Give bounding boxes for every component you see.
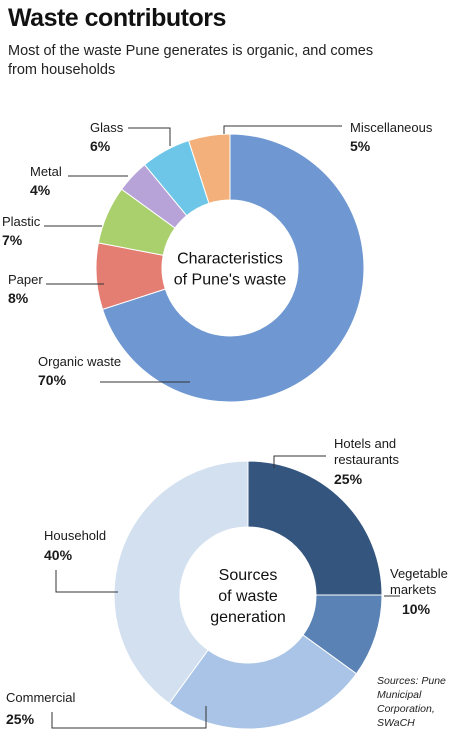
slice-label-organic-waste: Organic waste (38, 354, 121, 369)
slice-organic-waste (101, 133, 365, 403)
slice-label-metal: Metal (30, 164, 62, 179)
slice-value-household: 40% (44, 547, 73, 563)
leader-line-hotels-and-restaurants (273, 455, 326, 468)
slice-value-miscellaneous: 5% (350, 138, 371, 154)
slice-value-vegetable-markets: 10% (402, 601, 431, 617)
slice-label-paper: Paper (8, 272, 43, 287)
slice-value-glass: 6% (90, 138, 111, 154)
slice-label-vegetable-markets: Vegetable (390, 566, 448, 581)
leader-line-miscellaneous (223, 125, 342, 134)
source-note: Municipal (377, 689, 422, 701)
waste-sources-donut: Sources of waste generation Hotels andresta… (6, 436, 448, 730)
slice-value-paper: 8% (8, 290, 29, 306)
slice-hotels-and-restaurants (247, 460, 383, 596)
center-label-line: generation (210, 609, 286, 626)
slice-label-miscellaneous: Miscellaneous (350, 120, 433, 135)
chart-title: Waste contributors (8, 4, 226, 32)
slice-label-household: Household (44, 528, 106, 543)
center-label-line: of Pune's waste (174, 272, 287, 289)
chart-subtitle: Most of the waste Pune generates is orga… (8, 43, 374, 78)
slice-value-commercial: 25% (6, 711, 35, 727)
slice-value-organic-waste: 70% (38, 372, 67, 388)
slice-label-commercial: Commercial (6, 690, 75, 705)
slice-miscellaneous (187, 133, 231, 204)
leader-line-household (55, 570, 118, 593)
source-note: SWaCH (377, 717, 415, 729)
waste-characteristics-donut: Characteristics of Pune's waste Organic wa… (2, 120, 433, 403)
slice-label-glass: Glass (90, 120, 124, 135)
center-label-line: Characteristics (177, 251, 283, 268)
slice-value-plastic: 7% (2, 232, 23, 248)
slice-household (113, 460, 249, 705)
slice-label-vegetable-markets: markets (390, 582, 437, 597)
leader-line-glass (128, 127, 171, 146)
slice-label-hotels-and-restaurants: Hotels and (334, 436, 396, 451)
slice-label-plastic: Plastic (2, 214, 41, 229)
slice-value-metal: 4% (30, 182, 51, 198)
slice-value-hotels-and-restaurants: 25% (334, 471, 363, 487)
leader-line-commercial (51, 706, 207, 729)
source-note: Sources: Pune (377, 675, 446, 687)
center-label-line: of waste (218, 588, 278, 605)
slice-label-hotels-and-restaurants: restaurants (334, 452, 400, 467)
slice-commercial (168, 634, 358, 730)
center-label-line: Sources (219, 567, 278, 584)
source-note: Corporation, (377, 703, 435, 715)
